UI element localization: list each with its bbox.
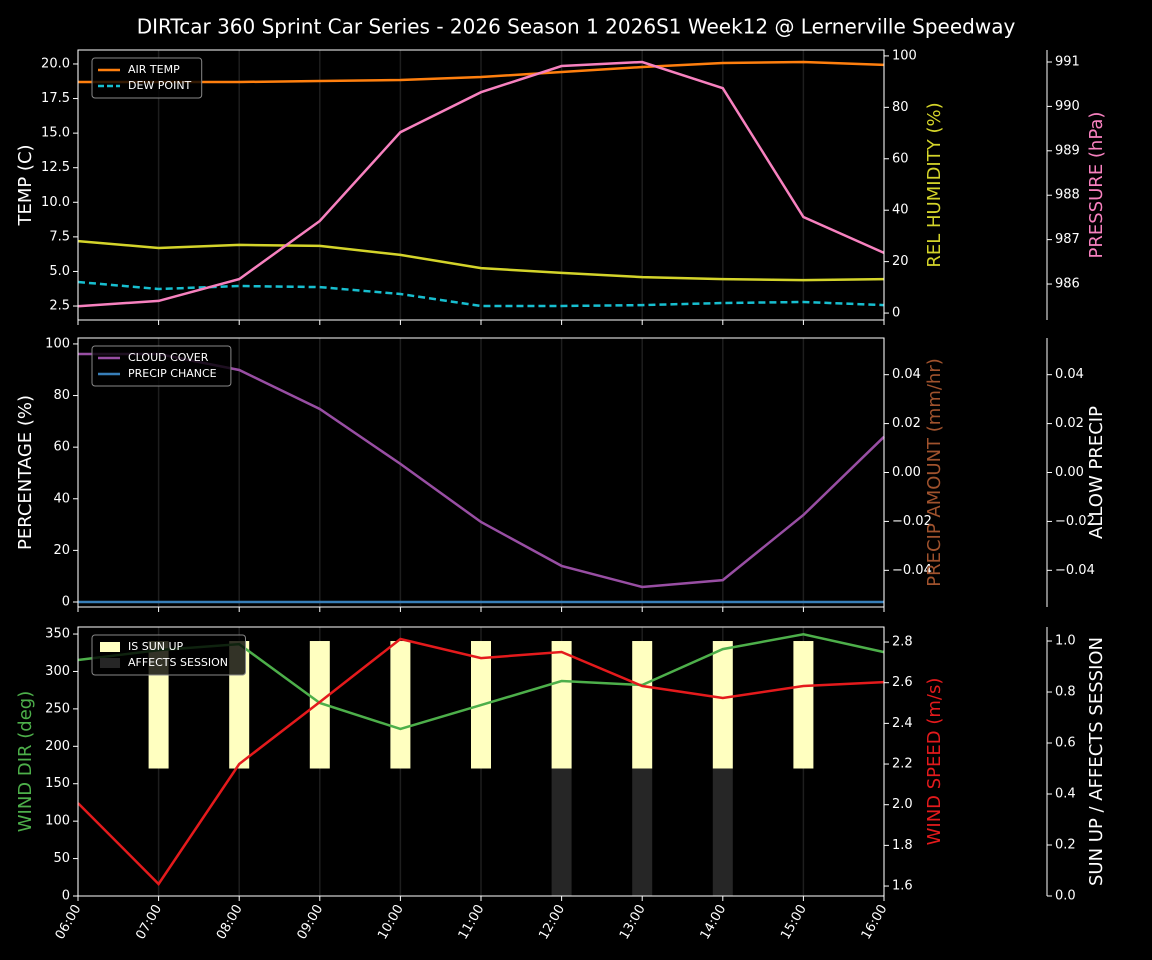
y3-tick-label: 986 [1055,277,1080,292]
y3-tick-label: 988 [1055,188,1080,203]
series-line [77,60,885,308]
y-tick-label: 80 [53,388,70,403]
y3-tick-label: 1.0 [1055,634,1076,649]
legend-box [91,57,203,99]
y-tick-label: 100 [45,336,70,351]
y-tick-label: 40 [53,491,70,506]
legend-box [91,345,232,387]
y-tick-label: 12.5 [41,160,70,175]
chart-title: DIRTcar 360 Sprint Car Series - 2026 Sea… [137,15,1016,39]
y-tick-label: 0 [62,594,70,609]
y2-tick-label: −0.04 [892,563,932,578]
y2-tick-label: 100 [892,48,917,63]
y2-axis-label: WIND SPEED (m/s) [924,678,945,846]
legend-label: AIR TEMP [128,63,180,76]
y-tick-label: 250 [45,701,70,716]
legend-swatch [100,642,120,652]
bar [309,641,330,769]
y2-tick-label: 0.00 [892,465,921,480]
y-tick-label: 2.5 [49,299,70,314]
plot-frame [77,626,885,897]
plot-frame [77,49,885,321]
y3-tick-label: 0.02 [1055,416,1084,431]
y3-axis-label: PRESSURE (hPa) [1086,112,1107,259]
legend-label: PRECIP CHANCE [128,367,217,380]
bar [793,641,814,769]
y2-tick-label: 60 [892,151,909,166]
y2-tick-label: 20 [892,254,909,269]
y-tick-label: 15.0 [41,126,70,141]
y-tick-label: 0 [62,889,70,904]
series-line [77,239,885,282]
y2-tick-label: 80 [892,100,909,115]
y2-tick-label: 2.2 [892,757,913,772]
y2-tick-label: 0 [892,306,900,321]
y-tick-label: 5.0 [49,264,70,279]
y3-tick-label: −0.02 [1055,514,1095,529]
y-tick-label: 60 [53,440,70,455]
y2-tick-label: 2.0 [892,797,913,812]
bar [632,641,653,769]
y3-tick-label: 0.04 [1055,367,1084,382]
y3-tick-label: 987 [1055,232,1080,247]
y2-tick-label: 0.02 [892,416,921,431]
legend-label: DEW POINT [128,79,192,92]
legend-swatch [100,658,120,668]
y2-axis-label: REL HUMIDITY (%) [924,102,945,267]
y3-tick-label: 989 [1055,143,1080,158]
bar [712,768,733,896]
y-axis-label: TEMP (C) [15,144,36,226]
y2-tick-label: 2.8 [892,635,913,650]
y-tick-label: 17.5 [41,91,70,106]
legend-box [91,634,246,676]
y-axis-label: WIND DIR (deg) [15,691,36,833]
y3-tick-label: 0.8 [1055,685,1076,700]
y-tick-label: 100 [45,814,70,829]
y3-tick-label: 0.4 [1055,787,1076,802]
y-tick-label: 7.5 [49,229,70,244]
y-tick-label: 10.0 [41,195,70,210]
series-line [78,60,885,84]
y-tick-label: 50 [53,851,70,866]
y3-tick-label: 991 [1055,54,1080,69]
y-tick-label: 20.0 [41,56,70,71]
y2-tick-label: 2.4 [892,716,913,731]
y3-axis-label: SUN UP / AFFECTS SESSION [1086,637,1107,886]
y2-axis-label: PRECIP AMOUNT (mm/hr) [924,358,945,587]
y2-tick-label: 2.6 [892,675,913,690]
y3-tick-label: 0.00 [1055,465,1084,480]
bar [390,641,411,769]
y-tick-label: 20 [53,543,70,558]
bar [551,768,572,896]
y3-tick-label: 0.2 [1055,838,1076,853]
bar [712,641,733,769]
y2-tick-label: −0.02 [892,514,932,529]
y2-tick-label: 0.04 [892,367,921,382]
y2-tick-label: 1.6 [892,879,913,894]
plot-frame [77,337,885,608]
legend-label: CLOUD COVER [128,351,209,364]
y3-tick-label: −0.04 [1055,563,1095,578]
y2-tick-label: 40 [892,203,909,218]
y-tick-label: 200 [45,739,70,754]
series-line [77,637,885,886]
y-tick-label: 300 [45,664,70,679]
bar [551,641,572,769]
legend-label: IS SUN UP [128,640,184,653]
bar [632,768,653,896]
y3-tick-label: 990 [1055,99,1080,114]
y-tick-label: 350 [45,627,70,642]
y3-tick-label: 0.0 [1055,889,1076,904]
legend-label: AFFECTS SESSION [128,656,228,669]
y-axis-label: PERCENTAGE (%) [15,395,36,550]
y2-tick-label: 1.8 [892,838,913,853]
y-tick-label: 150 [45,776,70,791]
y3-axis-label: ALLOW PRECIP [1086,406,1107,539]
y3-tick-label: 0.6 [1055,736,1076,751]
